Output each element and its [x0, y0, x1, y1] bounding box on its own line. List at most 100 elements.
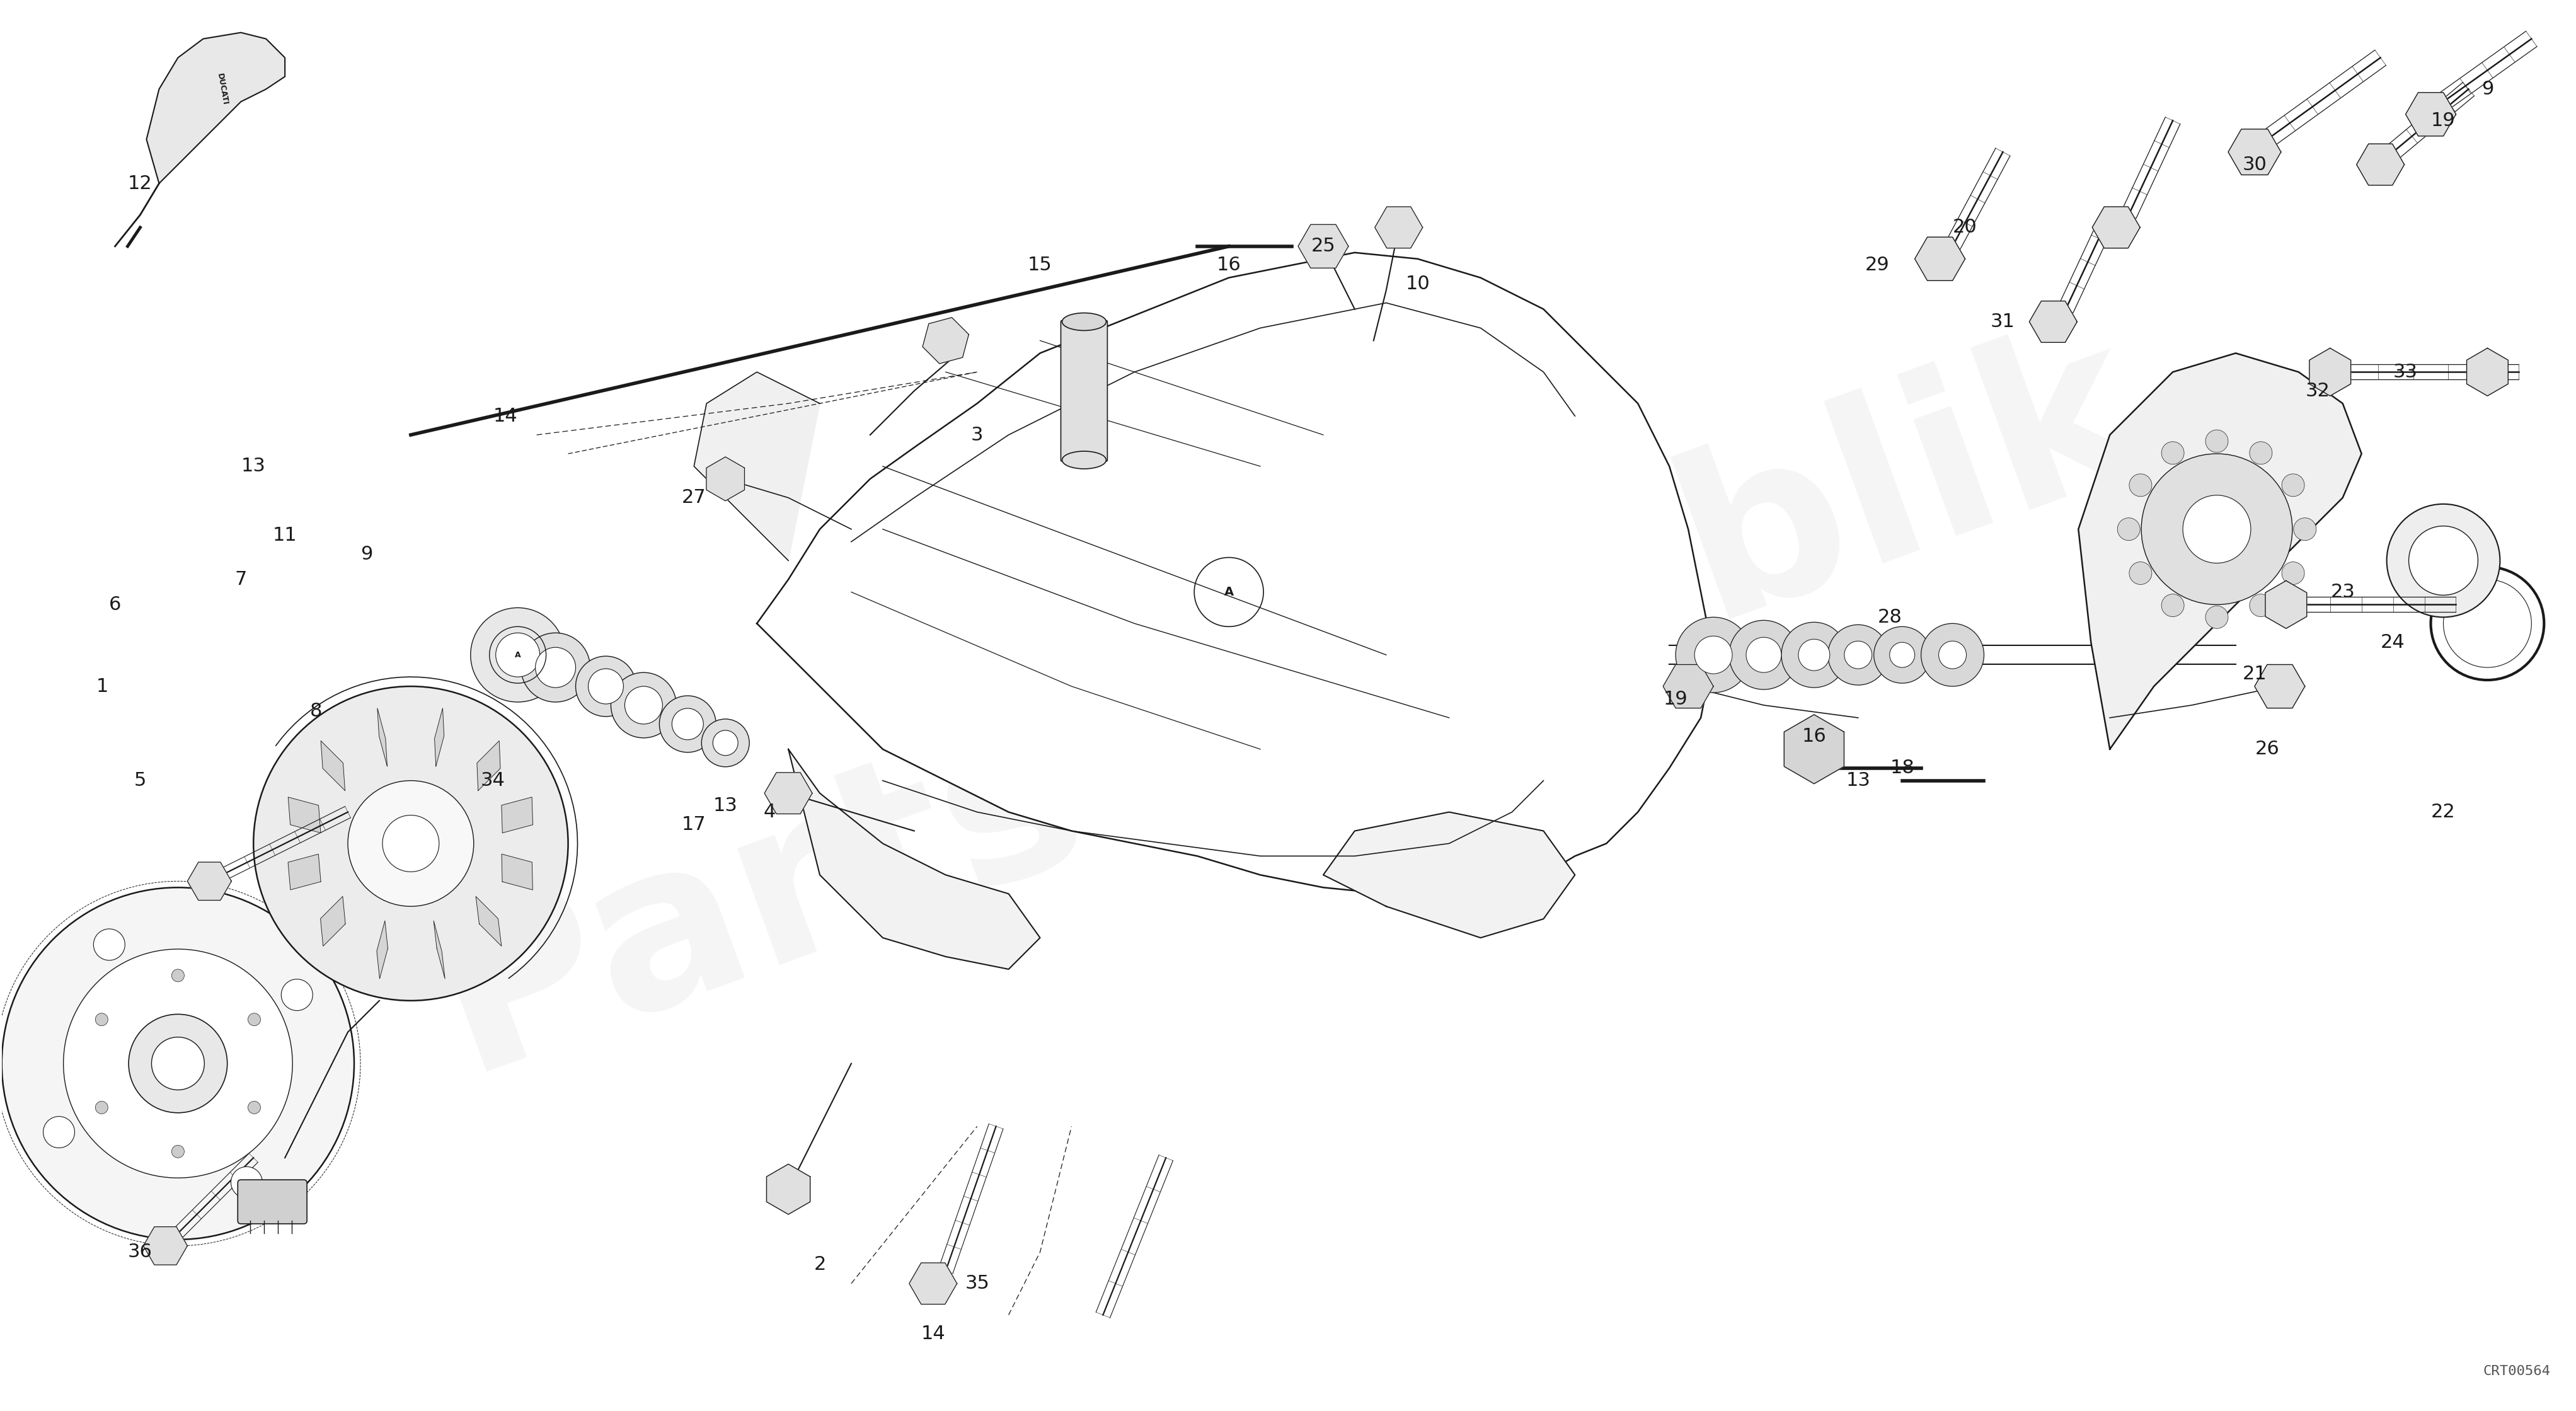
Circle shape: [2249, 442, 2272, 464]
Circle shape: [1844, 641, 1873, 669]
Circle shape: [471, 608, 564, 703]
Text: 25: 25: [1311, 237, 1334, 255]
Circle shape: [3, 888, 353, 1239]
Text: 22: 22: [2432, 803, 2455, 821]
Circle shape: [247, 1101, 260, 1113]
Text: DUCATI: DUCATI: [216, 72, 229, 106]
Polygon shape: [922, 317, 969, 364]
Circle shape: [1747, 638, 1783, 673]
Circle shape: [95, 1101, 108, 1113]
Text: 30: 30: [2241, 155, 2267, 174]
Text: 19: 19: [2432, 111, 2455, 130]
Polygon shape: [909, 1263, 958, 1304]
Polygon shape: [322, 741, 345, 790]
Text: 13: 13: [1847, 772, 1870, 790]
Polygon shape: [2030, 301, 2076, 343]
Circle shape: [1674, 617, 1752, 693]
Text: 27: 27: [683, 488, 706, 507]
Circle shape: [1922, 624, 1984, 686]
Text: 19: 19: [1664, 690, 1687, 708]
Text: 32: 32: [2306, 382, 2329, 399]
Circle shape: [611, 673, 677, 738]
Circle shape: [2117, 518, 2141, 540]
Polygon shape: [2357, 144, 2403, 185]
Circle shape: [2409, 526, 2478, 595]
Polygon shape: [2254, 665, 2306, 708]
Circle shape: [2141, 454, 2293, 604]
Circle shape: [2161, 442, 2184, 464]
Circle shape: [672, 708, 703, 739]
Text: 15: 15: [1028, 255, 1051, 274]
Polygon shape: [2228, 130, 2280, 175]
Text: 5: 5: [134, 772, 147, 790]
Circle shape: [64, 950, 294, 1178]
Circle shape: [1783, 622, 1847, 687]
Text: 3: 3: [971, 426, 984, 444]
Circle shape: [1798, 639, 1829, 670]
Polygon shape: [188, 862, 232, 900]
Text: 13: 13: [714, 797, 737, 816]
Text: 23: 23: [2331, 583, 2354, 601]
Polygon shape: [144, 1226, 188, 1264]
Polygon shape: [1664, 665, 1713, 708]
Circle shape: [173, 1146, 185, 1158]
Circle shape: [152, 1037, 204, 1089]
Polygon shape: [2468, 349, 2509, 396]
Circle shape: [348, 780, 474, 906]
Polygon shape: [693, 373, 819, 560]
Polygon shape: [502, 854, 533, 890]
Text: 11: 11: [273, 526, 296, 545]
Circle shape: [1873, 626, 1929, 683]
Text: A: A: [515, 650, 520, 659]
Polygon shape: [1324, 813, 1574, 938]
Polygon shape: [502, 797, 533, 832]
Polygon shape: [2092, 207, 2141, 248]
Text: 10: 10: [1406, 275, 1430, 293]
Text: 13: 13: [242, 457, 265, 476]
Circle shape: [2182, 495, 2251, 563]
Circle shape: [659, 696, 716, 752]
Text: 20: 20: [1953, 219, 1978, 237]
Polygon shape: [2264, 581, 2306, 628]
Text: 7: 7: [234, 570, 247, 588]
Circle shape: [1940, 641, 1965, 669]
Circle shape: [520, 634, 590, 703]
Ellipse shape: [1061, 313, 1105, 330]
Text: 36: 36: [129, 1243, 152, 1261]
FancyBboxPatch shape: [237, 1180, 307, 1223]
Text: 9: 9: [2481, 80, 2494, 99]
Circle shape: [2130, 562, 2151, 584]
Text: 31: 31: [1991, 313, 2014, 330]
Polygon shape: [2079, 353, 2362, 749]
Circle shape: [281, 979, 312, 1010]
Circle shape: [2161, 594, 2184, 617]
Circle shape: [2388, 504, 2499, 617]
Circle shape: [1891, 642, 1914, 667]
Text: CRT00564: CRT00564: [2483, 1366, 2550, 1377]
Text: 2: 2: [814, 1256, 827, 1274]
Text: 12: 12: [129, 175, 152, 192]
Circle shape: [2205, 605, 2228, 628]
Circle shape: [1829, 625, 1888, 686]
Polygon shape: [435, 708, 443, 766]
Polygon shape: [765, 772, 811, 814]
Text: 29: 29: [1865, 255, 1888, 274]
Polygon shape: [757, 253, 1713, 893]
Circle shape: [95, 1013, 108, 1026]
Circle shape: [2282, 474, 2306, 497]
Text: 16: 16: [1801, 728, 1826, 746]
Text: 21: 21: [2241, 665, 2267, 683]
Ellipse shape: [1061, 452, 1105, 468]
Circle shape: [44, 1116, 75, 1149]
Circle shape: [1728, 621, 1798, 690]
Text: 4: 4: [762, 803, 775, 821]
Text: 9: 9: [361, 545, 374, 563]
Circle shape: [587, 669, 623, 704]
Circle shape: [2282, 562, 2306, 584]
Text: 33: 33: [2393, 363, 2419, 381]
FancyBboxPatch shape: [1061, 320, 1108, 461]
Circle shape: [2293, 518, 2316, 540]
Polygon shape: [2406, 93, 2455, 135]
Text: 26: 26: [2254, 739, 2280, 758]
Circle shape: [2130, 474, 2151, 497]
